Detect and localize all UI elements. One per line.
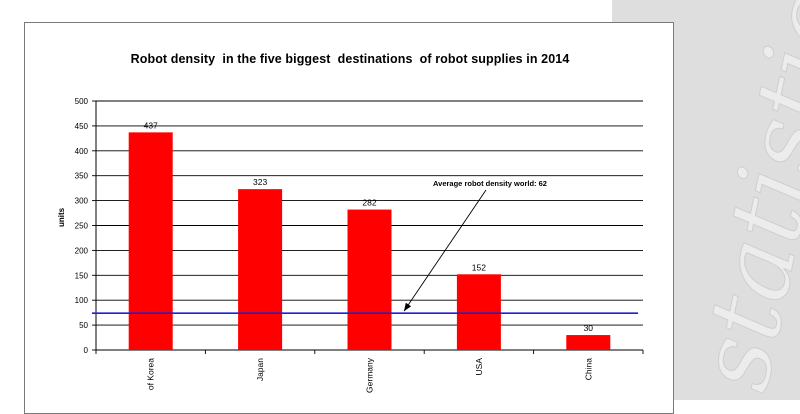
y-tick-label: 300 [75, 197, 89, 206]
category-label: Germany [365, 357, 375, 393]
watermark-script: statistical [674, 0, 800, 400]
data-label: 323 [253, 177, 267, 187]
chart-title: Robot density in the five biggest destin… [130, 52, 570, 66]
data-label: 282 [362, 198, 376, 208]
bar [238, 189, 283, 350]
y-axis-title: units [57, 207, 66, 227]
bar [347, 209, 392, 350]
y-tick-label: 150 [75, 271, 89, 280]
category-label: China [583, 358, 593, 380]
y-tick-label: 350 [75, 172, 89, 181]
annotation-arrow [403, 189, 487, 312]
y-tick-label: 250 [75, 222, 89, 231]
data-label: 437 [144, 120, 158, 130]
bar-chart: 0 50 100 150 200 250 300 350 400 450 500 units 437 of… [57, 97, 644, 393]
y-tick-label: 500 [75, 97, 89, 106]
y-tick-label: 0 [84, 346, 89, 355]
average-annotation: Average robot density world: 62 [433, 179, 547, 188]
bar [456, 274, 501, 350]
bar [128, 132, 173, 350]
category-label: of Korea [146, 358, 156, 390]
data-label: 30 [584, 323, 594, 333]
y-tick-label: 450 [75, 122, 89, 131]
category-label: Japan [255, 358, 265, 381]
y-tick-label: 50 [79, 321, 88, 330]
category-label: USA [474, 358, 484, 376]
y-tick-label: 400 [75, 147, 89, 156]
y-tick-label: 200 [75, 246, 89, 255]
data-label: 152 [472, 262, 486, 272]
bar [566, 335, 611, 350]
annotation-arrowhead [404, 302, 412, 312]
y-tick-label: 100 [75, 296, 89, 305]
